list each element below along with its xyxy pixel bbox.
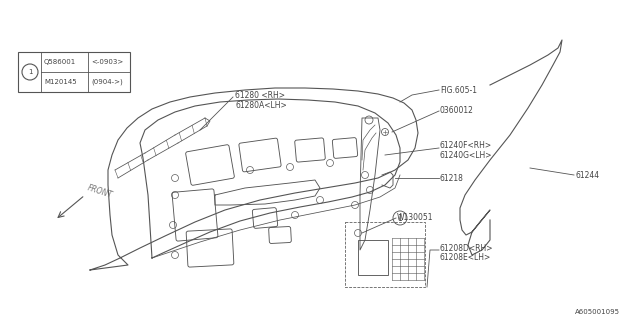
- Text: 1: 1: [28, 69, 32, 75]
- Text: FRONT: FRONT: [86, 184, 114, 200]
- Text: 61280 <RH>: 61280 <RH>: [235, 91, 285, 100]
- Text: (0904->): (0904->): [91, 79, 123, 85]
- Bar: [358, 240, 388, 275]
- Text: 61208D<RH>: 61208D<RH>: [440, 244, 493, 252]
- Text: FIG.605-1: FIG.605-1: [440, 85, 477, 94]
- Text: 61280A<LH>: 61280A<LH>: [235, 100, 287, 109]
- Bar: [18, 52, 130, 92]
- Text: 0360012: 0360012: [440, 106, 474, 115]
- Text: 61240F<RH>: 61240F<RH>: [440, 140, 492, 149]
- Text: Q586001: Q586001: [44, 59, 76, 65]
- Text: 1: 1: [397, 213, 403, 222]
- Text: 61208E<LH>: 61208E<LH>: [440, 253, 492, 262]
- Text: 61240G<LH>: 61240G<LH>: [440, 150, 493, 159]
- Text: 61218: 61218: [440, 173, 464, 182]
- Bar: [345, 222, 425, 287]
- Text: M120145: M120145: [44, 79, 77, 85]
- Text: W130051: W130051: [397, 212, 433, 221]
- Text: 61244: 61244: [575, 171, 599, 180]
- Text: <-0903>: <-0903>: [91, 59, 124, 65]
- Text: A605001095: A605001095: [575, 309, 620, 315]
